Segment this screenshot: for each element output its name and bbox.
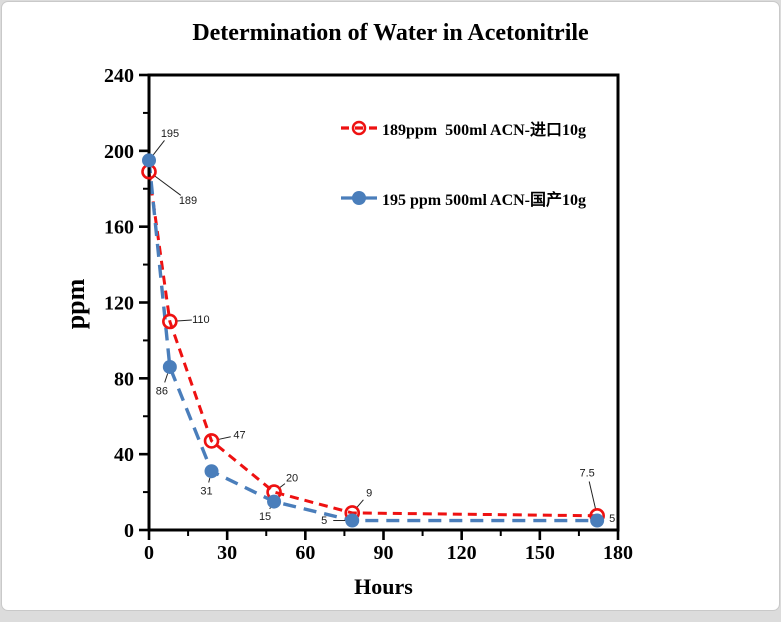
legend-entry-imported: 189ppm 500ml ACN-进口10g	[340, 117, 586, 139]
label-leader-line	[218, 436, 231, 440]
data-point	[590, 513, 605, 528]
data-point-label: 47	[233, 429, 245, 441]
y-tick-label: 240	[104, 65, 134, 87]
data-point	[204, 464, 219, 479]
data-point	[162, 359, 177, 374]
x-tick-label: 120	[447, 542, 477, 564]
data-point-label: 86	[156, 385, 168, 397]
x-tick-label: 150	[525, 542, 555, 564]
label-leader-line	[269, 507, 271, 510]
data-point-label: 15	[259, 511, 271, 523]
label-leader-line	[588, 481, 597, 510]
series-line	[147, 171, 598, 518]
data-point-label: 5	[609, 513, 615, 525]
data-point-label: 110	[192, 314, 210, 326]
y-axis-title: ppm	[61, 278, 90, 330]
y-tick-label: 80	[114, 368, 134, 390]
x-axis-title: Hours	[354, 574, 413, 599]
x-tick-label: 180	[603, 542, 633, 564]
y-tick-label: 0	[124, 520, 134, 542]
chart-card	[1, 1, 780, 611]
data-point-label: 189	[179, 195, 197, 207]
data-point	[267, 494, 282, 509]
y-tick-label: 40	[114, 444, 134, 466]
legend-entry-domestic: 195 ppm 500ml ACN-国产10g	[340, 187, 586, 209]
data-point-label: 5	[321, 515, 327, 527]
label-leader-line	[279, 483, 286, 489]
data-point-label: 20	[286, 473, 298, 485]
y-tick-label: 160	[104, 217, 134, 239]
x-tick-label: 60	[295, 542, 315, 564]
data-point	[203, 433, 220, 449]
data-point	[142, 153, 156, 168]
data-point-label: 9	[366, 487, 372, 499]
legend-marker-blue-filled-circle	[341, 191, 377, 205]
x-tick-label: 0	[144, 542, 154, 564]
label-leader-line	[154, 175, 182, 196]
data-point-label: 195	[161, 128, 179, 140]
axis-ticks: 0 40 80 120 160 200 240 0 30 60 90 120 150 180	[104, 65, 633, 564]
legend-label-domestic: 195 ppm 500ml ACN-国产10g	[382, 192, 587, 209]
y-tick-label: 200	[104, 141, 134, 163]
label-leader-line	[164, 373, 169, 383]
data-point-label: 7.5	[580, 467, 595, 479]
x-tick-label: 90	[374, 542, 394, 564]
series-line	[147, 160, 598, 523]
x-tick-label: 30	[217, 542, 237, 564]
legend: 189ppm 500ml ACN-进口10g 195 ppm 500ml ACN…	[340, 117, 586, 209]
label-leader-line	[176, 319, 192, 322]
data-point-label: 31	[200, 486, 212, 498]
data-point	[162, 313, 178, 330]
legend-label-imported: 189ppm 500ml ACN-进口10g	[382, 122, 587, 139]
legend-marker-red-dashed-open-circle	[341, 120, 377, 136]
plot-frame	[147, 73, 620, 532]
label-leader-line	[356, 499, 364, 508]
chart-title: Determination of Water in Acetonitrile	[192, 20, 589, 46]
label-leader-line	[152, 140, 165, 156]
label-leader-line	[208, 477, 211, 483]
data-point	[345, 513, 360, 528]
y-tick-label: 120	[104, 293, 134, 315]
